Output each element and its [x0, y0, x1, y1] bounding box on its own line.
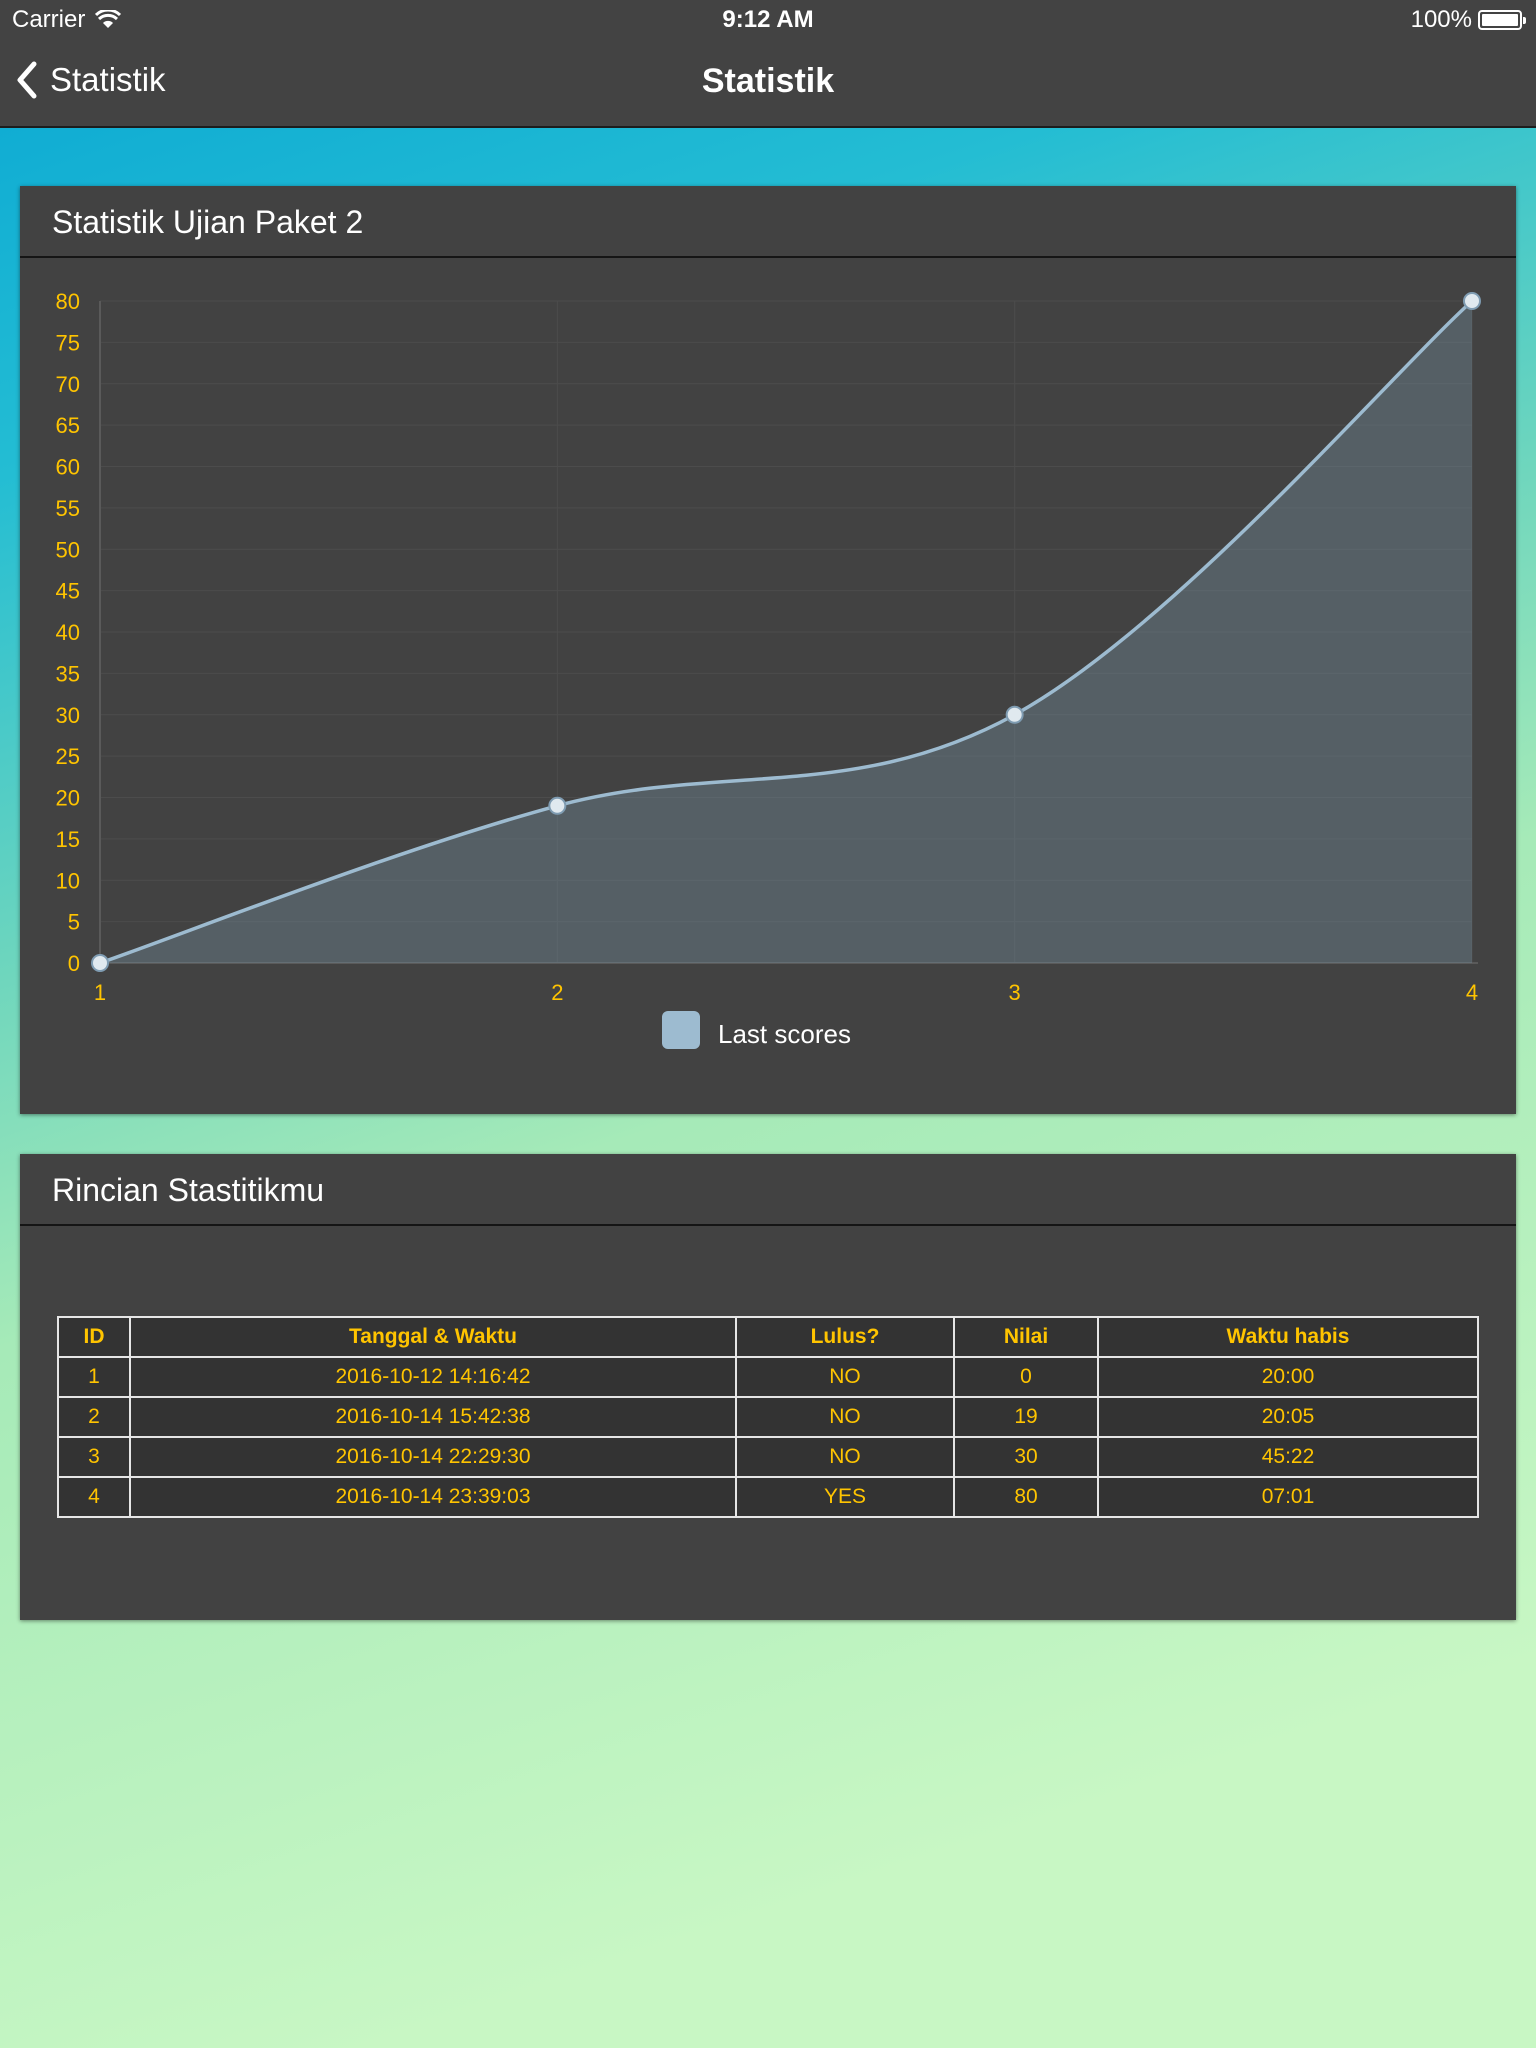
y-tick-label: 75 [56, 330, 80, 355]
y-tick-label: 35 [56, 661, 80, 686]
carrier-label: Carrier [12, 6, 86, 33]
battery-level [1482, 14, 1518, 26]
y-tick-label: 30 [56, 703, 80, 728]
statistics-table: ID Tanggal & Waktu Lulus? Nilai Waktu ha… [57, 1316, 1479, 1518]
x-tick-label: 1 [94, 980, 106, 1005]
y-tick-label: 20 [56, 786, 80, 811]
back-button[interactable]: Statistik [14, 60, 166, 100]
y-tick-label: 50 [56, 537, 80, 562]
statistics-detail-card: Rincian Stastitikmu ID Tanggal & Waktu L… [20, 1154, 1516, 1620]
table-row: 2 2016-10-14 15:42:38 NO 19 20:05 [57, 1396, 1479, 1438]
cell-time-spent: 45:22 [1097, 1436, 1479, 1478]
battery-percent: 100% [1410, 6, 1472, 33]
table-row: 1 2016-10-12 14:16:42 NO 0 20:00 [57, 1356, 1479, 1398]
cell-datetime: 2016-10-14 22:29:30 [129, 1436, 737, 1478]
back-label: Statistik [50, 61, 166, 98]
cell-time-spent: 20:00 [1097, 1356, 1479, 1398]
page-title: Statistik [701, 62, 835, 100]
legend-label: Last scores [718, 1019, 851, 1049]
wifi-icon [95, 10, 122, 28]
y-tick-label: 10 [56, 868, 80, 893]
cell-datetime: 2016-10-12 14:16:42 [129, 1356, 737, 1398]
table-row: 3 2016-10-14 22:29:30 NO 30 45:22 [57, 1436, 1479, 1478]
data-point [1005, 705, 1024, 724]
column-header-score: Nilai [953, 1316, 1099, 1358]
table-header-row: ID Tanggal & Waktu Lulus? Nilai Waktu ha… [57, 1316, 1479, 1358]
chevron-left-icon [17, 61, 37, 99]
cell-passed: NO [735, 1356, 955, 1398]
data-point [548, 796, 567, 815]
chart-card: Statistik Ujian Paket 2 0 5 10 15 20 25 30 35 40… [20, 186, 1516, 1114]
cell-id: 1 [57, 1356, 131, 1398]
y-tick-label: 40 [56, 620, 80, 645]
y-tick-label: 80 [56, 289, 80, 314]
legend-swatch [662, 1011, 700, 1049]
y-tick-label: 0 [68, 951, 80, 976]
cell-passed: NO [735, 1436, 955, 1478]
column-header-id: ID [57, 1316, 131, 1358]
x-tick-label: 4 [1466, 980, 1478, 1005]
battery-icon [1478, 10, 1526, 30]
y-tick-label: 45 [56, 579, 80, 604]
cell-id: 3 [57, 1436, 131, 1478]
y-tick-label: 65 [56, 413, 80, 438]
y-tick-label: 60 [56, 455, 80, 480]
cell-score: 80 [953, 1476, 1099, 1518]
cell-score: 19 [953, 1396, 1099, 1438]
cell-time-spent: 07:01 [1097, 1476, 1479, 1518]
y-tick-label: 55 [56, 496, 80, 521]
cell-id: 2 [57, 1396, 131, 1438]
series-area [100, 301, 1472, 963]
cell-score: 0 [953, 1356, 1099, 1398]
y-tick-label: 5 [68, 910, 80, 935]
cell-time-spent: 20:05 [1097, 1396, 1479, 1438]
column-header-datetime: Tanggal & Waktu [129, 1316, 737, 1358]
data-point [1463, 292, 1481, 310]
data-point [91, 954, 109, 972]
table-card-title: Rincian Stastitikmu [20, 1154, 1516, 1226]
cell-id: 4 [57, 1476, 131, 1518]
cell-score: 30 [953, 1436, 1099, 1478]
battery-status: 100% [1410, 6, 1526, 34]
column-header-time-spent: Waktu habis [1097, 1316, 1479, 1358]
cell-datetime: 2016-10-14 15:42:38 [129, 1396, 737, 1438]
y-tick-label: 15 [56, 827, 80, 852]
carrier: Carrier [12, 6, 122, 34]
navigation-bar: Statistik Statistik [0, 40, 1536, 128]
cell-datetime: 2016-10-14 23:39:03 [129, 1476, 737, 1518]
status-bar: Carrier 9:12 AM 100% [0, 0, 1536, 40]
y-tick-label: 25 [56, 744, 80, 769]
column-header-passed: Lulus? [735, 1316, 955, 1358]
table-row: 4 2016-10-14 23:39:03 YES 80 07:01 [57, 1476, 1479, 1518]
score-chart: 0 5 10 15 20 25 30 35 40 45 50 55 60 65 70 75 80 1 2 3 4 Last… [56, 289, 1481, 1049]
status-time: 9:12 AM [722, 6, 814, 33]
x-tick-label: 2 [551, 980, 563, 1005]
series-line [99, 299, 1474, 965]
x-tick-label: 3 [1009, 980, 1021, 1005]
cell-passed: YES [735, 1476, 955, 1518]
chart-card-title: Statistik Ujian Paket 2 [20, 186, 1516, 258]
y-tick-label: 70 [56, 372, 80, 397]
cell-passed: NO [735, 1396, 955, 1438]
